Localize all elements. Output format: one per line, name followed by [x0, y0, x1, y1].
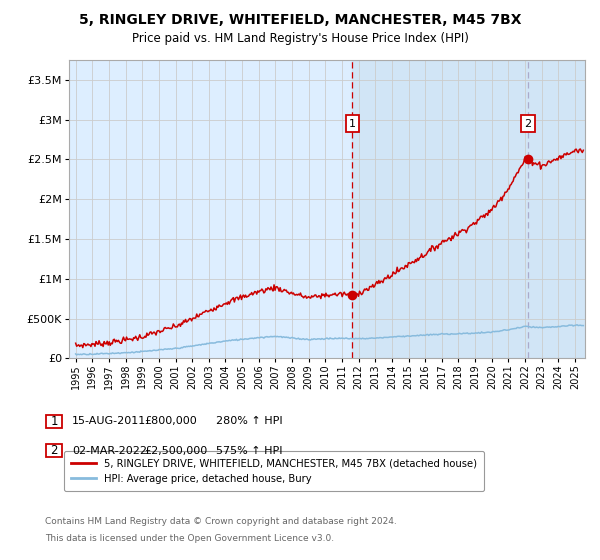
Text: Price paid vs. HM Land Registry's House Price Index (HPI): Price paid vs. HM Land Registry's House … [131, 32, 469, 45]
Bar [46, 414, 62, 428]
Bar [352, 60, 600, 358]
Legend: 5, RINGLEY DRIVE, WHITEFIELD, MANCHESTER, M45 7BX (detached house), HPI: Average: 5, RINGLEY DRIVE, WHITEFIELD, MANCHESTER… [64, 451, 484, 491]
Text: 5, RINGLEY DRIVE, WHITEFIELD, MANCHESTER, M45 7BX: 5, RINGLEY DRIVE, WHITEFIELD, MANCHESTER… [79, 13, 521, 27]
Text: £2,500,000: £2,500,000 [144, 446, 207, 456]
Text: 2: 2 [524, 119, 532, 129]
Bar [46, 444, 62, 458]
Text: 2: 2 [50, 444, 58, 458]
Text: Contains HM Land Registry data © Crown copyright and database right 2024.: Contains HM Land Registry data © Crown c… [45, 517, 397, 526]
Text: 575% ↑ HPI: 575% ↑ HPI [216, 446, 283, 456]
Text: 1: 1 [349, 119, 356, 129]
Text: 280% ↑ HPI: 280% ↑ HPI [216, 416, 283, 426]
Text: 1: 1 [50, 414, 58, 428]
Text: £800,000: £800,000 [144, 416, 197, 426]
Text: 02-MAR-2022: 02-MAR-2022 [72, 446, 147, 456]
Text: This data is licensed under the Open Government Licence v3.0.: This data is licensed under the Open Gov… [45, 534, 334, 543]
Text: 15-AUG-2011: 15-AUG-2011 [72, 416, 146, 426]
